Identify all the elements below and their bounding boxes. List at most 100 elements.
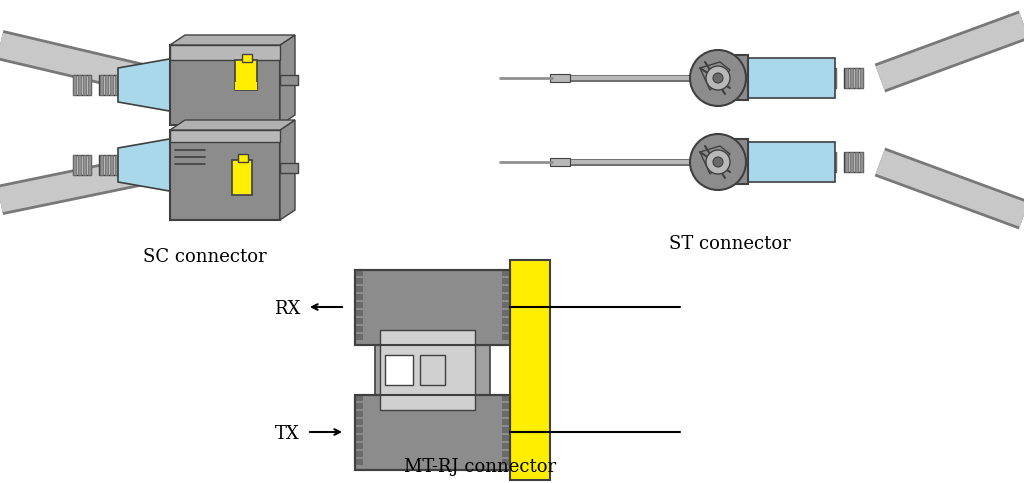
Bar xyxy=(110,155,113,175)
Bar xyxy=(828,152,831,172)
Bar xyxy=(855,152,858,172)
Bar xyxy=(105,75,108,95)
Bar xyxy=(100,155,103,175)
Bar xyxy=(850,152,853,172)
Bar xyxy=(833,68,836,88)
Bar xyxy=(375,345,490,395)
Bar xyxy=(502,427,510,433)
Bar xyxy=(355,427,362,433)
Bar xyxy=(860,68,863,88)
Bar xyxy=(105,155,108,175)
Bar xyxy=(99,155,118,175)
Text: TX: TX xyxy=(275,425,300,443)
Bar xyxy=(860,152,863,172)
Polygon shape xyxy=(700,146,730,174)
Bar xyxy=(73,75,76,95)
Bar xyxy=(115,75,118,95)
Bar xyxy=(502,302,510,308)
Bar xyxy=(818,152,836,172)
Polygon shape xyxy=(700,62,730,90)
Bar xyxy=(280,163,298,173)
Bar xyxy=(73,75,91,95)
Polygon shape xyxy=(730,58,835,98)
Bar xyxy=(420,355,445,385)
Bar xyxy=(355,318,362,324)
Bar xyxy=(170,130,280,142)
Bar xyxy=(502,294,510,300)
Bar xyxy=(828,68,831,88)
Polygon shape xyxy=(118,58,175,112)
Bar xyxy=(833,152,836,172)
Bar xyxy=(502,411,510,417)
Text: MT-RJ connector: MT-RJ connector xyxy=(403,458,556,476)
Bar xyxy=(83,155,86,175)
Bar xyxy=(170,45,280,60)
Polygon shape xyxy=(730,142,835,182)
Bar xyxy=(355,302,362,308)
Bar xyxy=(355,310,362,316)
Bar xyxy=(844,152,863,172)
Bar xyxy=(234,82,257,90)
Bar xyxy=(550,74,570,82)
Bar xyxy=(502,286,510,292)
Bar xyxy=(280,75,298,85)
Bar xyxy=(355,435,362,441)
Text: SC connector: SC connector xyxy=(143,248,267,266)
Bar xyxy=(355,395,510,470)
Polygon shape xyxy=(170,35,295,45)
Bar xyxy=(845,152,848,172)
Bar xyxy=(502,278,510,284)
Bar xyxy=(720,139,748,184)
Bar xyxy=(355,270,510,345)
Bar xyxy=(502,270,510,276)
Bar xyxy=(385,355,413,385)
Bar xyxy=(510,260,550,480)
Bar xyxy=(502,419,510,425)
Bar xyxy=(355,451,362,457)
Bar xyxy=(355,286,362,292)
Bar xyxy=(502,395,510,401)
Polygon shape xyxy=(170,120,295,130)
Bar xyxy=(83,75,86,95)
Bar xyxy=(502,326,510,332)
Polygon shape xyxy=(242,54,252,62)
Bar xyxy=(355,278,362,284)
Polygon shape xyxy=(118,138,175,192)
Bar xyxy=(110,75,113,95)
Bar xyxy=(502,310,510,316)
Bar xyxy=(502,459,510,465)
Bar xyxy=(355,411,362,417)
Bar xyxy=(818,68,836,88)
Bar xyxy=(355,326,362,332)
Bar xyxy=(823,68,826,88)
Bar xyxy=(100,75,103,95)
Text: ST connector: ST connector xyxy=(669,235,791,253)
Bar xyxy=(855,68,858,88)
Circle shape xyxy=(706,66,730,90)
Circle shape xyxy=(713,73,723,83)
Polygon shape xyxy=(238,154,248,162)
Bar xyxy=(850,68,853,88)
Bar xyxy=(844,68,863,88)
Bar xyxy=(502,334,510,340)
Circle shape xyxy=(690,134,746,190)
Bar xyxy=(502,403,510,409)
Bar xyxy=(99,75,118,95)
Bar xyxy=(355,334,362,340)
Bar xyxy=(170,45,280,125)
Bar xyxy=(823,152,826,172)
Bar xyxy=(355,270,510,345)
Bar xyxy=(73,155,76,175)
Polygon shape xyxy=(280,120,295,220)
Bar xyxy=(502,435,510,441)
Bar xyxy=(115,155,118,175)
Circle shape xyxy=(690,50,746,106)
Bar xyxy=(73,155,91,175)
Bar xyxy=(355,459,362,465)
Bar xyxy=(818,152,821,172)
Bar xyxy=(78,155,81,175)
Bar xyxy=(355,419,362,425)
Bar xyxy=(355,443,362,449)
Text: RX: RX xyxy=(273,300,300,318)
Bar xyxy=(355,395,362,401)
